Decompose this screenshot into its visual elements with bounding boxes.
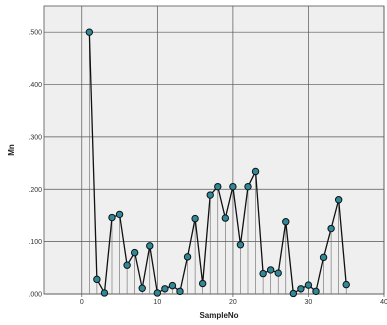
data-point xyxy=(221,214,230,222)
data-point xyxy=(123,261,131,269)
data-point xyxy=(138,284,146,292)
x-tick-label: 40 xyxy=(380,299,387,306)
x-tick-label: 0 xyxy=(80,299,84,306)
data-point xyxy=(244,182,252,191)
y-tick-label: .400 xyxy=(28,82,42,89)
data-point xyxy=(327,224,335,233)
data-point xyxy=(214,182,222,191)
data-point xyxy=(274,269,282,277)
data-point xyxy=(191,214,199,223)
data-point xyxy=(319,253,328,262)
y-tick-label: .000 xyxy=(28,292,42,299)
data-point xyxy=(130,248,139,257)
data-point xyxy=(198,279,207,288)
data-points xyxy=(85,28,350,298)
data-point xyxy=(229,182,237,191)
grid xyxy=(44,6,385,295)
data-point xyxy=(304,281,313,289)
data-point xyxy=(161,285,169,293)
data-point xyxy=(259,269,267,278)
data-point xyxy=(100,289,109,297)
data-point xyxy=(297,285,305,293)
data-point xyxy=(168,281,177,290)
data-point xyxy=(206,191,214,199)
data-point xyxy=(183,253,192,261)
x-tick-label: 20 xyxy=(229,299,237,306)
y-axis-title: Mn xyxy=(7,144,16,156)
data-point xyxy=(146,242,154,250)
x-axis-ticks: 0 10 20 30 40 xyxy=(80,294,387,306)
data-point xyxy=(312,287,320,296)
data-point xyxy=(334,196,343,204)
y-tick-label: .300 xyxy=(28,134,42,141)
data-point xyxy=(251,167,260,176)
drop-lines xyxy=(89,32,347,294)
data-point xyxy=(236,241,245,249)
plot-area xyxy=(43,5,385,295)
x-tick-label: 30 xyxy=(305,299,313,306)
data-point xyxy=(85,28,94,36)
y-axis-ticks: .000 .100 .200 .300 .400 .500 xyxy=(28,30,42,299)
y-tick-label: .500 xyxy=(28,30,42,37)
data-point xyxy=(176,287,184,296)
data-point xyxy=(93,275,101,284)
y-tick-label: .200 xyxy=(28,187,42,194)
data-point xyxy=(342,280,350,289)
data-point xyxy=(115,210,124,219)
y-tick-label: .100 xyxy=(28,239,42,246)
x-tick-label: 10 xyxy=(153,299,161,306)
data-point xyxy=(289,289,298,298)
data-point xyxy=(282,218,290,226)
data-point xyxy=(266,266,275,274)
data-point xyxy=(108,213,116,222)
x-axis-title: SampleNo xyxy=(199,311,238,320)
